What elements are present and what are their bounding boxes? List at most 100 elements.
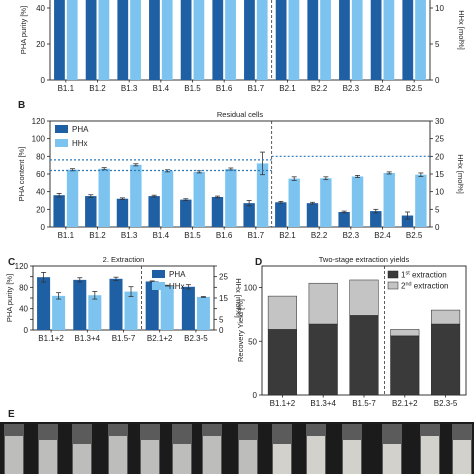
- b-y-tick-label: 100: [32, 135, 46, 144]
- b-pha-bar: [306, 203, 319, 227]
- c-legend-label-hhx: HHx: [169, 282, 185, 291]
- b-x-tick-label: B1.4: [153, 231, 170, 240]
- a-x-tick-label: B1.1: [58, 84, 75, 93]
- b-panel-label: B: [18, 100, 25, 111]
- d-x-tick-label: B2.3-5: [434, 399, 458, 408]
- c-title: 2. Extraction: [103, 255, 145, 264]
- c-hhx-bar: [160, 285, 174, 330]
- b-hhx-bar: [161, 170, 174, 227]
- e-panel-label: E: [8, 409, 15, 420]
- c-y2-tick-label: 5: [219, 315, 224, 324]
- b-y2-tick-label: 20: [435, 152, 444, 161]
- c-legend-label-pha: PHA: [169, 270, 186, 279]
- e-tube-sample: [453, 440, 471, 474]
- d-y-axis-label: Recovery Yield [%]: [236, 299, 245, 362]
- a-hhx-bar: [130, 0, 141, 81]
- c-hhx-bar: [124, 291, 138, 330]
- c-pha-bar: [37, 277, 51, 330]
- d-x-tick-label: B1.5-7: [352, 399, 376, 408]
- e-tube-sample: [421, 436, 439, 474]
- a-hhx-bar: [193, 0, 205, 81]
- e-tube-sample: [39, 440, 57, 474]
- a-y2-axis-label: HHx [mol%]: [457, 10, 466, 50]
- c-y-axis-label: PHA purity [%]: [5, 274, 14, 322]
- a-pha-bar: [307, 0, 319, 80]
- b-hhx-bar: [98, 168, 110, 227]
- a-pha-bar: [85, 0, 97, 80]
- b-y-tick-label: 60: [36, 170, 45, 179]
- d-second-extraction-bar: [390, 329, 420, 337]
- c-y-tick-label: 0: [24, 326, 29, 335]
- b-pha-bar: [53, 195, 65, 227]
- b-y2-axis-label: HHx [mol%]: [456, 154, 465, 194]
- b-pha-bar: [401, 215, 414, 227]
- b-x-tick-label: B2.1: [279, 231, 296, 240]
- a-pha-bar: [117, 0, 129, 80]
- c-pha-bar: [73, 279, 87, 330]
- a-hhx-bar: [320, 0, 331, 80]
- e-photo-background: [0, 422, 474, 474]
- a-pha-bar: [180, 0, 192, 80]
- b-y2-tick-label: 0: [435, 223, 440, 232]
- d-first-extraction-bar: [267, 329, 297, 396]
- d-first-extraction-bar: [390, 335, 420, 396]
- d-y-tick-label: 50: [248, 337, 257, 346]
- a-pha-bar: [370, 0, 382, 80]
- d-x-tick-label: B1.3+4: [310, 399, 336, 408]
- e-tube-sample: [383, 444, 401, 474]
- b-y-tick-label: 40: [36, 188, 45, 197]
- c-x-tick-label: B1.3+4: [75, 334, 101, 343]
- a-y2-tick-label: 5: [435, 40, 440, 49]
- a-x-tick-label: B1.2: [89, 84, 106, 93]
- c-pha-bar: [181, 286, 195, 330]
- b-x-tick-label: B1.1: [58, 231, 75, 240]
- c-y-tick-label: 120: [15, 262, 29, 271]
- a-hhx-bar: [383, 0, 395, 80]
- b-x-tick-label: B1.6: [216, 231, 233, 240]
- a-x-tick-label: B1.5: [184, 84, 201, 93]
- b-x-tick-label: B1.3: [121, 231, 138, 240]
- b-x-tick-label: B2.2: [311, 231, 328, 240]
- a-x-tick-label: B2.3: [343, 84, 360, 93]
- a-pha-bar: [339, 0, 350, 80]
- a-y-tick-label: 0: [41, 76, 46, 85]
- b-x-tick-label: B2.4: [374, 231, 391, 240]
- d-second-extraction-bar: [349, 279, 379, 316]
- a-pha-bar: [54, 0, 65, 80]
- b-y2-tick-label: 5: [435, 205, 440, 214]
- c-hhx-bar: [88, 295, 102, 330]
- a-pha-bar: [402, 0, 414, 80]
- a-hhx-bar: [161, 0, 173, 80]
- b-y-tick-label: 80: [36, 152, 45, 161]
- b-hhx-bar: [351, 176, 364, 227]
- b-hhx-bar: [66, 169, 79, 227]
- b-legend-swatch-pha: [55, 125, 68, 133]
- e-tube-sample: [109, 436, 127, 474]
- b-hhx-bar: [193, 171, 205, 227]
- b-y2-tick-label: 15: [435, 170, 444, 179]
- b-hhx-bar: [130, 164, 142, 227]
- c-x-tick-label: B1.1+2: [38, 334, 64, 343]
- a-hhx-bar: [225, 0, 236, 80]
- c-y-tick-label: 80: [19, 283, 28, 292]
- a-hhx-bar: [256, 0, 268, 80]
- a-x-tick-label: B2.4: [374, 84, 391, 93]
- a-x-tick-label: B2.1: [279, 84, 296, 93]
- b-hhx-bar: [383, 172, 395, 227]
- d-legend-label: 2nd extraction: [401, 282, 448, 291]
- e-tube-sample: [203, 436, 221, 474]
- b-hhx-bar: [415, 174, 427, 227]
- d-legend-swatch: [387, 281, 399, 290]
- b-y-axis-label: PHA content [%]: [17, 147, 26, 202]
- d-first-extraction-bar: [308, 323, 338, 396]
- a-pha-bar: [212, 0, 224, 80]
- c-y2-tick-label: 15: [219, 294, 228, 303]
- a-y-tick-label: 40: [36, 4, 45, 13]
- b-pha-bar: [211, 196, 224, 227]
- b-pha-bar: [180, 199, 192, 227]
- b-hhx-bar: [320, 178, 332, 227]
- b-pha-bar: [116, 198, 129, 227]
- e-tube-sample: [239, 440, 257, 474]
- b-pha-bar: [148, 196, 160, 227]
